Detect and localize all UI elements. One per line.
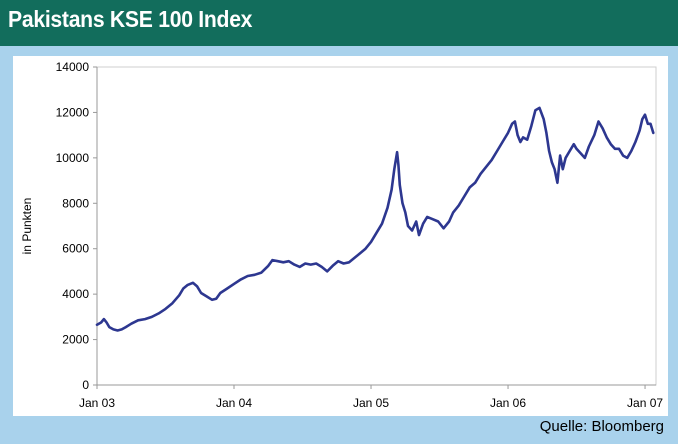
y-tick-label: 4000 — [62, 287, 89, 301]
y-tick-label: 2000 — [62, 333, 89, 347]
x-tick-label: Jan 05 — [353, 396, 389, 410]
x-tick-label: Jan 03 — [79, 396, 115, 410]
y-tick-label: 8000 — [62, 196, 89, 210]
plot-frame — [96, 66, 657, 386]
y-axis-title: in Punkten — [20, 198, 34, 255]
chart-title: Pakistans KSE 100 Index — [8, 6, 253, 32]
source-credit: Quelle: Bloomberg — [539, 418, 664, 435]
y-tick-label: 6000 — [62, 242, 89, 256]
y-tick-label: 10000 — [56, 151, 90, 165]
line-chart: 0 2000 4000 6000 8000 10000 12000 14000 Jan 03 Ja… — [20, 60, 663, 410]
y-tick-label: 0 — [82, 378, 89, 392]
x-tick-label: Jan 06 — [490, 396, 526, 410]
x-tick-label: Jan 04 — [216, 396, 252, 410]
chart-panel: 0 2000 4000 6000 8000 10000 12000 14000 Jan 03 Ja… — [13, 56, 668, 416]
x-tick-label: Jan 07 — [627, 396, 663, 410]
y-tick-label: 12000 — [56, 105, 90, 119]
title-bar: Pakistans KSE 100 Index — [0, 0, 678, 46]
y-tick-label: 14000 — [56, 60, 90, 74]
index-series-line — [95, 106, 655, 332]
